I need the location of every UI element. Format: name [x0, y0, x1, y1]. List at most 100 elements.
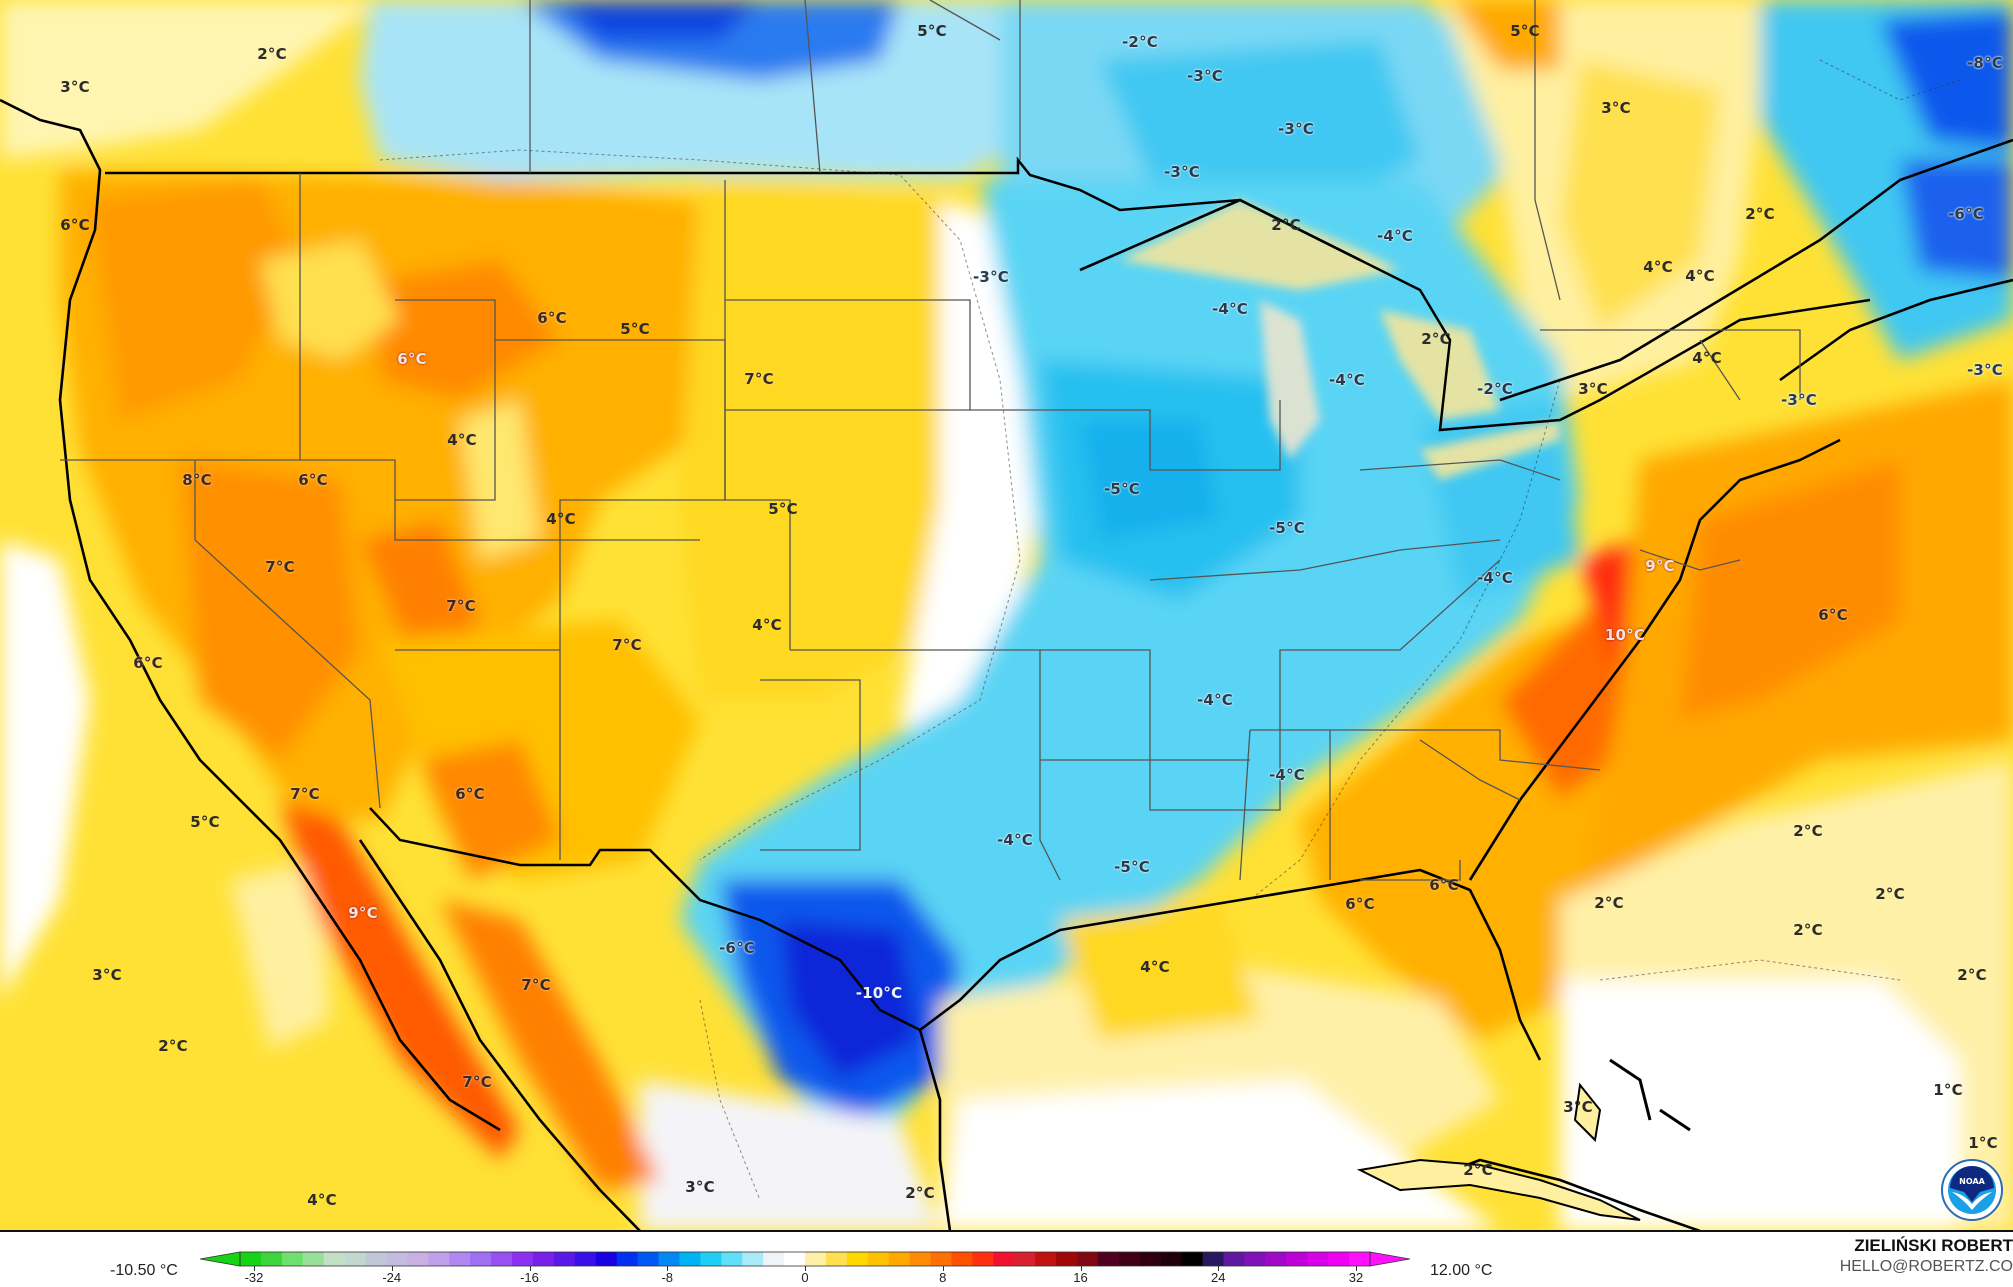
- temperature-label: 2°C: [1594, 894, 1624, 912]
- temperature-label: -6°C: [719, 939, 755, 957]
- temperature-label: 1°C: [1968, 1134, 1998, 1152]
- legend-bar: -10.50 °C -32 -24 -16 -8 0 8 16 24 32 12.00 °C Z…: [0, 1232, 2013, 1287]
- svg-text:NOAA: NOAA: [1959, 1177, 1985, 1186]
- colorbar-tick: [805, 1266, 806, 1271]
- colorbar-tick: [254, 1266, 255, 1271]
- temperature-label: 5°C: [190, 813, 220, 831]
- temperature-label: 9°C: [1645, 557, 1675, 575]
- temperature-label: 5°C: [917, 22, 947, 40]
- temperature-label: 7°C: [290, 785, 320, 803]
- temperature-label: 4°C: [1140, 958, 1170, 976]
- temperature-label: -4°C: [1377, 227, 1413, 245]
- temperature-label: 4°C: [1643, 258, 1673, 276]
- temperature-label: 2°C: [1793, 921, 1823, 939]
- colorbar-tick: [942, 1266, 944, 1271]
- temperature-label: 7°C: [265, 558, 295, 576]
- temperature-label: -3°C: [1278, 120, 1314, 138]
- colorbar-tick-label: 32: [1348, 1270, 1364, 1285]
- temperature-label: 2°C: [1421, 330, 1451, 348]
- temperature-label: -8°C: [1967, 54, 2003, 72]
- temperature-label: -10°C: [855, 984, 903, 1002]
- colorbar-tick-label: 16: [1073, 1270, 1088, 1285]
- temperature-label: 6°C: [1429, 876, 1459, 894]
- temperature-anomaly-map: 2°C 3°C 6°C 5°C -2°C -3°C -3°C -3°C -3°C 2°C -4°C -…: [0, 0, 2013, 1231]
- temperature-label: 6°C: [397, 350, 427, 368]
- temperature-label: 3°C: [1601, 99, 1631, 117]
- temperature-label: 2°C: [1271, 216, 1301, 234]
- temperature-label: -4°C: [1269, 766, 1305, 784]
- noaa-logo: NOAA: [1940, 1158, 2004, 1222]
- colorbar-tick-label: 0: [801, 1270, 809, 1285]
- temperature-label: -6°C: [1948, 205, 1984, 223]
- temperature-label: 6°C: [298, 471, 328, 489]
- temperature-label: 4°C: [447, 431, 477, 449]
- temperature-label: -3°C: [1187, 67, 1223, 85]
- colorbar-max-extend: [1369, 1251, 1410, 1267]
- temperature-label: -4°C: [997, 831, 1033, 849]
- map-canvas: [0, 0, 2013, 1231]
- colorbar-tick-label: -24: [382, 1270, 402, 1285]
- temperature-label: 2°C: [158, 1037, 188, 1055]
- temperature-label: 7°C: [462, 1073, 492, 1091]
- temperature-label: 6°C: [1818, 606, 1848, 624]
- temperature-label: 5°C: [1510, 22, 1540, 40]
- colorbar: [200, 1251, 1410, 1267]
- temperature-label: 3°C: [92, 966, 122, 984]
- temperature-label: -4°C: [1477, 569, 1513, 587]
- temperature-label: -5°C: [1114, 858, 1150, 876]
- temperature-label: 2°C: [1957, 966, 1987, 984]
- colorbar-tick-label: -16: [520, 1270, 539, 1285]
- temperature-label: 10°C: [1604, 626, 1646, 644]
- temperature-label: 1°C: [1933, 1081, 1963, 1099]
- temperature-label: 8°C: [182, 471, 212, 489]
- temperature-label: 5°C: [768, 500, 798, 518]
- temperature-label: 6°C: [133, 654, 163, 672]
- colorbar-tick: [529, 1266, 531, 1271]
- temperature-label: 7°C: [521, 976, 551, 994]
- temperature-label: -2°C: [1122, 33, 1158, 51]
- colorbar-tick-label: -8: [661, 1270, 674, 1285]
- temperature-label: 6°C: [1345, 895, 1375, 913]
- temperature-label: 5°C: [620, 320, 650, 338]
- temperature-label: 2°C: [1745, 205, 1775, 223]
- max-value-label: 12.00 °C: [1430, 1262, 1493, 1279]
- temperature-label: 3°C: [1563, 1098, 1593, 1116]
- temperature-label: -3°C: [1967, 361, 2003, 379]
- temperature-label: 4°C: [307, 1191, 337, 1209]
- temperature-label: 3°C: [60, 78, 90, 96]
- colorbar-tick-label: 8: [939, 1270, 947, 1285]
- temperature-label: 6°C: [455, 785, 485, 803]
- temperature-label: -4°C: [1212, 300, 1248, 318]
- temperature-label: -3°C: [973, 268, 1009, 286]
- temperature-label: -2°C: [1477, 380, 1513, 398]
- colorbar-tick: [1080, 1266, 1082, 1271]
- colorbar-tick-label: 24: [1211, 1270, 1226, 1285]
- author-email: HELLO@ROBERTZ.CO: [1839, 1258, 2013, 1275]
- temperature-label: -3°C: [1781, 391, 1817, 409]
- temperature-label: 4°C: [752, 616, 782, 634]
- colorbar-tick: [391, 1266, 393, 1271]
- temperature-label: 2°C: [257, 45, 287, 63]
- temperature-label: 9°C: [348, 904, 378, 922]
- temperature-label: 4°C: [1685, 267, 1715, 285]
- map-bottom-border: [0, 1230, 2013, 1232]
- temperature-label: 4°C: [1692, 349, 1722, 367]
- colorbar-tick: [1356, 1266, 1357, 1271]
- noaa-logo-icon: NOAA: [1941, 1159, 2003, 1221]
- temperature-label: 7°C: [612, 636, 642, 654]
- temperature-label: -3°C: [1164, 163, 1200, 181]
- author-credit: ZIELIŃSKI ROBERT: [1854, 1236, 2013, 1255]
- min-value-label: -10.50 °C: [110, 1262, 178, 1279]
- temperature-label: 3°C: [1578, 380, 1608, 398]
- temperature-label: 4°C: [546, 510, 576, 528]
- colorbar-tick-label: -32: [244, 1270, 264, 1285]
- temperature-label: -5°C: [1104, 480, 1140, 498]
- temperature-label: 2°C: [1875, 885, 1905, 903]
- temperature-label: 2°C: [1463, 1161, 1493, 1179]
- temperature-label: -4°C: [1197, 691, 1233, 709]
- colorbar-tick: [667, 1266, 669, 1271]
- temperature-label: 7°C: [744, 370, 774, 388]
- temperature-label: -5°C: [1269, 519, 1305, 537]
- temperature-label: 2°C: [905, 1184, 935, 1202]
- temperature-label: 2°C: [1793, 822, 1823, 840]
